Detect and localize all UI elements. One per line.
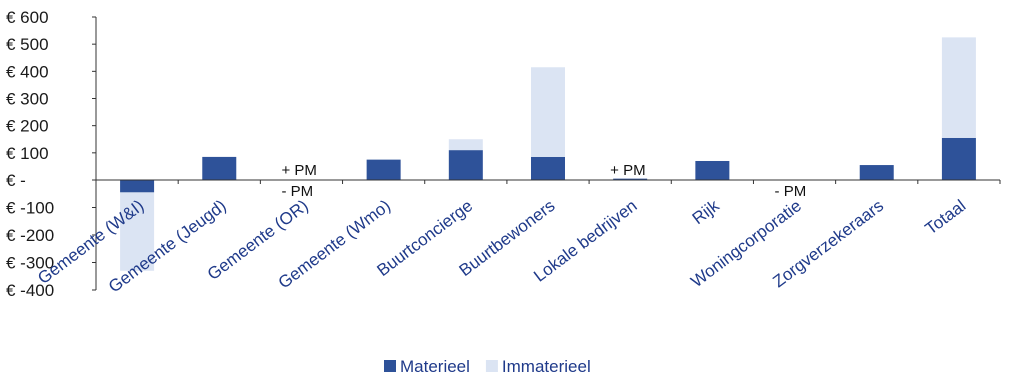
y-tick-label: € 500 [6,35,49,54]
pm-annotation-above: + PM [610,162,645,179]
bar-materieel-1 [202,156,237,180]
bars [120,37,976,271]
bar-immaterieel-4 [448,139,483,151]
legend-swatch-immaterieel [485,360,498,372]
category-label: Rijk [689,196,723,229]
bar-materieel-5 [531,156,565,180]
legend-swatch-materieel [384,360,396,372]
y-tick-label: € -100 [6,199,54,218]
y-tick-label: € 400 [6,62,49,81]
x-axis [95,179,1001,184]
legend-label-materieel: Materieel [400,357,470,376]
bar-immaterieel-0 [120,192,155,271]
y-tick-label: € -300 [6,254,54,273]
pm-annotation-below: - PM [281,183,313,200]
bar-materieel-6 [613,178,648,180]
y-axis: € 600 € 500 € 400 € 300 € 200 € 100 € - € -100 €… [6,8,97,300]
y-tick-label: € - [6,171,26,190]
y-tick-label: € 600 [6,8,49,27]
y-tick-label: € 200 [6,117,49,136]
y-tick-label: € 300 [6,90,49,109]
bar-immaterieel-5 [531,67,565,157]
bar-materieel-10 [941,137,976,180]
y-tick-label: € 100 [6,144,49,163]
bar-materieel-0 [120,180,155,193]
y-tick-label: € -400 [6,281,54,300]
pm-annotations: + PM - PM + PM - PM [281,162,806,200]
category-label: Totaal [922,196,970,238]
pm-annotation-below: - PM [775,183,807,200]
bar-materieel-3 [366,159,401,180]
y-tick-label: € -200 [6,226,54,245]
category-labels: Gemeente (W&I)Gemeente (Jeugd)Gemeente (… [34,196,969,297]
bar-materieel-9 [859,165,894,180]
pm-annotation-above: + PM [281,162,316,179]
legend-label-immaterieel: Immaterieel [502,357,591,376]
bar-materieel-4 [448,150,483,180]
legend: Materieel Immaterieel [384,357,591,376]
bar-materieel-7 [695,160,730,180]
bar-immaterieel-10 [941,37,976,138]
